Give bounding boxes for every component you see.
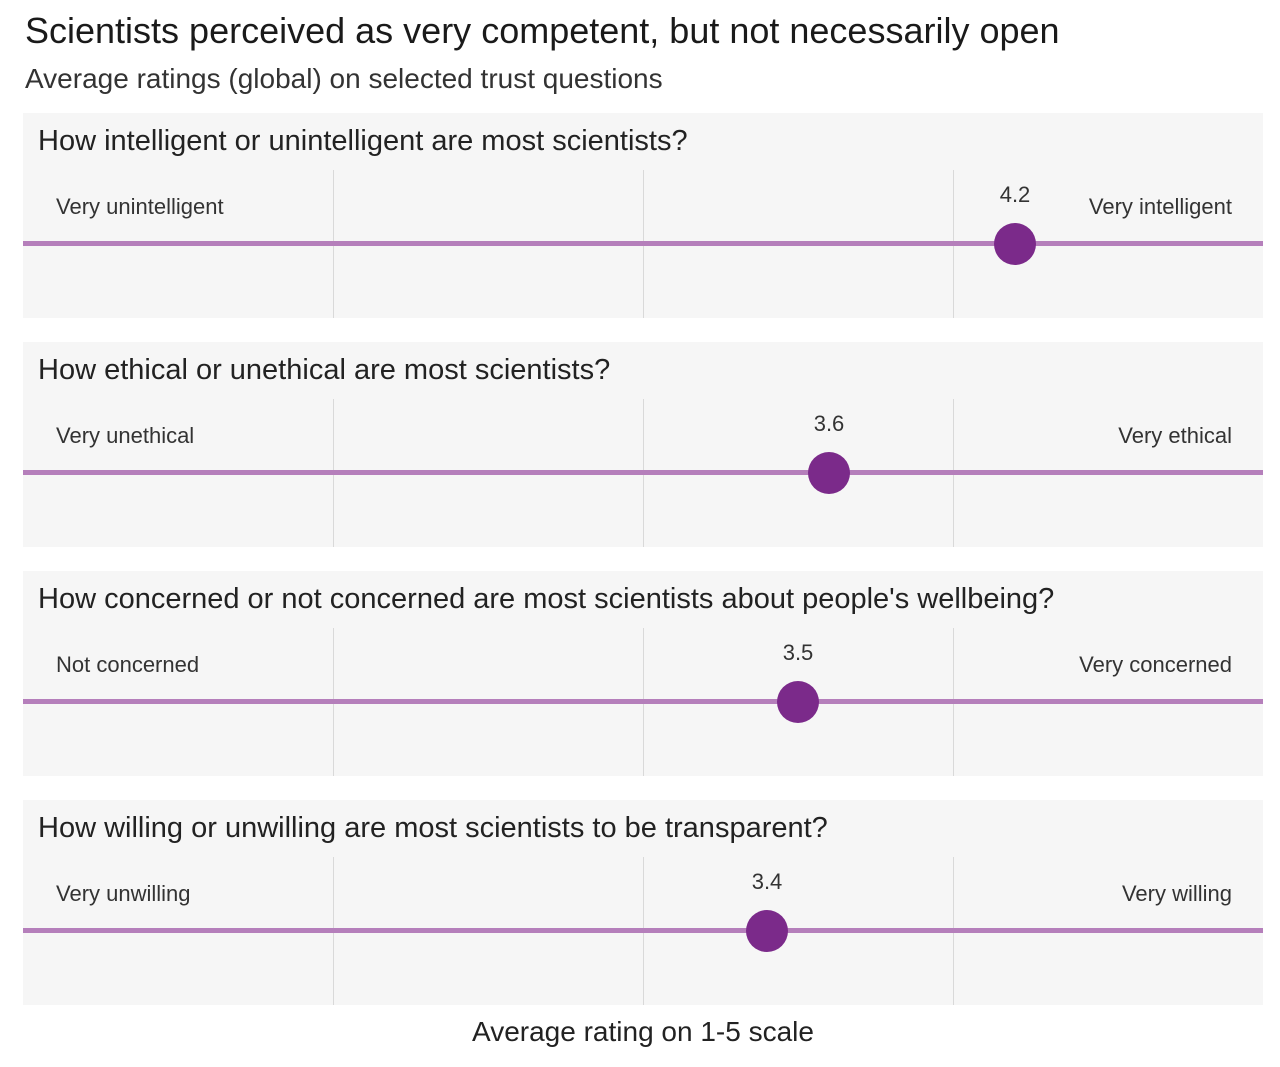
scale-high-label: Very ethical bbox=[1118, 423, 1232, 448]
rating-value-label: 3.5 bbox=[782, 640, 814, 665]
rating-panel-concerned: How concerned or not concerned are most … bbox=[23, 571, 1263, 776]
rating-dot bbox=[808, 452, 850, 494]
scale-low-label: Not concerned bbox=[56, 652, 200, 677]
rating-dot bbox=[746, 910, 788, 952]
rating-track bbox=[23, 928, 1263, 933]
rating-panel-intelligent: How intelligent or unintelligent are mos… bbox=[23, 113, 1263, 318]
panel-question: How willing or unwilling are most scient… bbox=[38, 812, 828, 844]
rating-panel-transparent: How willing or unwilling are most scient… bbox=[23, 800, 1263, 1005]
rating-panel-ethical: How ethical or unethical are most scient… bbox=[23, 342, 1263, 547]
x-axis-label: Average rating on 1-5 scale bbox=[472, 1016, 814, 1047]
scale-low-label: Very unwilling bbox=[56, 881, 191, 906]
chart-subtitle: Average ratings (global) on selected tru… bbox=[25, 63, 663, 94]
panel-question: How concerned or not concerned are most … bbox=[38, 583, 1055, 615]
rating-dot bbox=[777, 681, 819, 723]
panel-question: How intelligent or unintelligent are mos… bbox=[38, 125, 688, 157]
scale-low-label: Very unethical bbox=[56, 423, 195, 448]
rating-track bbox=[23, 470, 1263, 475]
scale-high-label: Very intelligent bbox=[1088, 194, 1232, 219]
chart-title: Scientists perceived as very competent, … bbox=[25, 10, 1060, 51]
rating-track bbox=[23, 241, 1263, 246]
scale-high-label: Very willing bbox=[1121, 881, 1232, 906]
scale-low-label: Very unintelligent bbox=[56, 194, 224, 219]
rating-value-label: 3.4 bbox=[751, 869, 783, 894]
rating-value-label: 3.6 bbox=[813, 411, 845, 436]
scale-high-label: Very concerned bbox=[1079, 652, 1232, 677]
panel-question: How ethical or unethical are most scient… bbox=[38, 354, 611, 386]
rating-value-label: 4.2 bbox=[999, 182, 1031, 207]
rating-track bbox=[23, 699, 1263, 704]
rating-dot bbox=[994, 223, 1036, 265]
